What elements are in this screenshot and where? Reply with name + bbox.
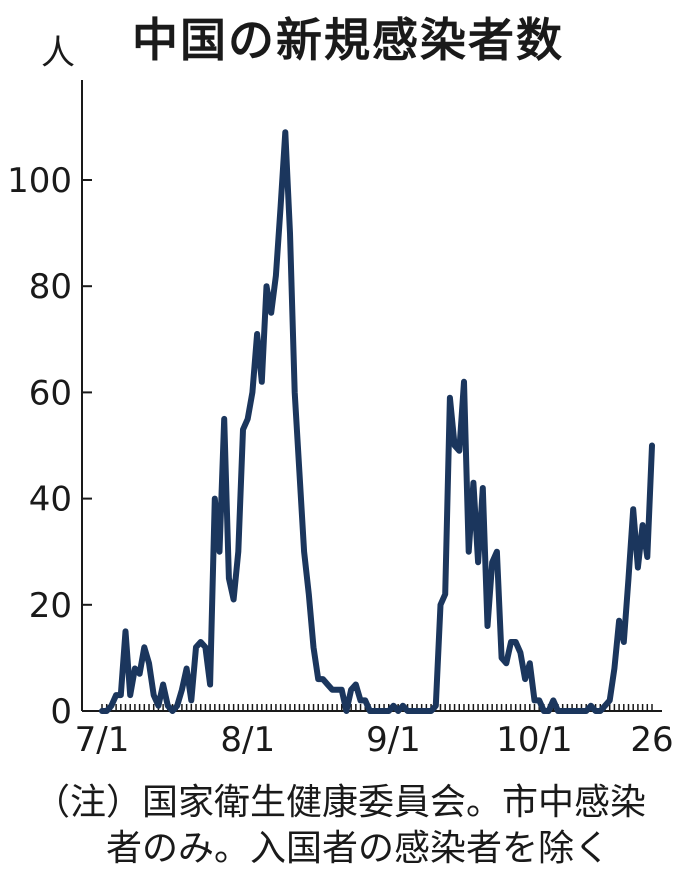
series-line — [99, 129, 655, 714]
x-tick-label: 7/1 — [75, 720, 130, 760]
plot-area — [99, 129, 655, 714]
chart-axes: 0 20 40 60 80 100 7/1 8/1 9/1 10/1 26 — [7, 80, 674, 760]
x-tick-label: 8/1 — [220, 720, 275, 760]
y-tick-label: 60 — [29, 373, 72, 413]
y-tick-label: 100 — [7, 161, 72, 201]
x-tick-label: 9/1 — [366, 720, 421, 760]
y-tick-label: 40 — [29, 480, 72, 520]
footnote-line-1: （注）国家衛生健康委員会。市中感染 — [34, 782, 647, 823]
chart-title: 中国の新規感染者数 — [132, 13, 564, 67]
x-tick-label: 26 — [630, 720, 673, 760]
y-axis-label: 人 — [41, 33, 75, 73]
footnote: （注）国家衛生健康委員会。市中感染 者のみ。入国者の感染者を除く — [34, 780, 646, 872]
y-tick-label: 20 — [29, 586, 72, 626]
x-tick-label: 10/1 — [496, 720, 572, 760]
footnote-line-2: 者のみ。入国者の感染者を除く — [106, 828, 611, 869]
y-tick-label: 0 — [50, 692, 72, 732]
y-tick-label: 80 — [29, 267, 72, 307]
